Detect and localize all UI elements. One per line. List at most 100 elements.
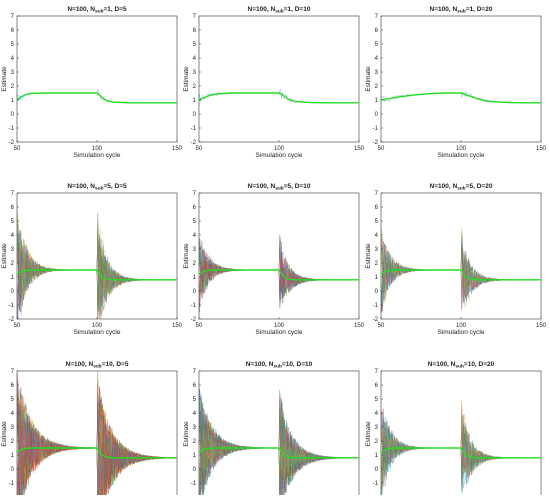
y-tick-label: -1: [191, 481, 197, 487]
panel-6: -2 -1 0 1 2 3 4 5 6 7 50 100 150 Simulation cycle Esti…: [365, 183, 547, 336]
y-axis-label: Estimate: [365, 243, 372, 269]
y-tick-label: 1: [375, 275, 379, 281]
sample-trace: [17, 89, 177, 104]
plot-area: [17, 89, 177, 104]
y-tick-label: 2: [193, 261, 197, 267]
x-tick-label: 150: [172, 323, 183, 329]
x-axis-label: Simulation cycle: [438, 152, 485, 159]
y-tick-label: -1: [9, 126, 15, 132]
x-tick-label: 50: [14, 323, 21, 329]
y-tick-label: 6: [375, 383, 379, 389]
x-axis-label: Simulation cycle: [438, 329, 485, 336]
sample-trace: [381, 428, 541, 477]
y-tick-label: 1: [11, 98, 15, 104]
x-tick-label: 50: [378, 146, 385, 152]
y-tick-label: 4: [193, 233, 197, 239]
x-tick-label: 150: [172, 146, 183, 152]
y-tick-label: 6: [11, 383, 15, 389]
panel-2: -2 -1 0 1 2 3 4 5 6 7 50 100 150 Simulation cycle Esti…: [183, 6, 365, 159]
y-tick-label: 1: [193, 98, 197, 104]
y-tick-label: 3: [193, 247, 197, 253]
panel-3: -2 -1 0 1 2 3 4 5 6 7 50 100 150 Simulation cycle Esti…: [365, 6, 547, 159]
panel-title: N=100, Nsub=1, D=10: [248, 6, 311, 15]
y-axis-label: Estimate: [183, 421, 190, 447]
x-axis-label: Simulation cycle: [256, 152, 303, 159]
mean-series-line: [199, 269, 359, 281]
y-tick-label: 0: [193, 289, 197, 295]
y-tick-label: 7: [375, 369, 379, 375]
y-tick-label: 6: [11, 28, 15, 34]
x-tick-label: 50: [378, 323, 385, 329]
x-tick-label: 100: [456, 323, 467, 329]
y-tick-label: 2: [375, 84, 379, 90]
y-tick-label: -1: [373, 303, 379, 309]
plot-frame: [16, 15, 178, 143]
y-tick-label: 5: [375, 397, 379, 403]
mean-series-line: [17, 447, 177, 459]
y-tick-label: 3: [375, 70, 379, 76]
y-tick-label: 1: [375, 453, 379, 459]
y-tick-label: -2: [9, 140, 15, 146]
x-tick-label: 50: [196, 323, 203, 329]
y-tick-label: 6: [193, 383, 197, 389]
y-tick-label: 1: [193, 453, 197, 459]
x-tick-label: 50: [196, 146, 203, 152]
y-axis-label: Estimate: [1, 66, 8, 92]
y-axis-label: Estimate: [183, 243, 190, 269]
y-tick-label: 3: [11, 425, 15, 431]
plot-area: [381, 400, 541, 497]
y-tick-label: 4: [193, 56, 197, 62]
mean-series-line: [199, 447, 359, 459]
x-axis-label: Simulation cycle: [74, 152, 121, 159]
plot-area: [17, 212, 177, 319]
x-axis-label: Simulation cycle: [74, 329, 121, 336]
y-tick-label: -1: [9, 303, 15, 309]
y-tick-label: -2: [191, 317, 197, 323]
y-tick-label: 2: [193, 84, 197, 90]
y-tick-label: 0: [193, 467, 197, 473]
y-tick-label: 1: [193, 275, 197, 281]
y-tick-label: 5: [193, 219, 197, 225]
y-tick-label: 4: [375, 411, 379, 417]
sample-trace: [17, 371, 177, 497]
y-tick-label: 3: [193, 70, 197, 76]
y-tick-label: 2: [11, 84, 15, 90]
y-tick-label: 0: [11, 289, 15, 295]
y-tick-label: 6: [193, 205, 197, 211]
y-tick-label: 0: [11, 112, 15, 118]
y-tick-label: 3: [375, 247, 379, 253]
y-tick-label: 0: [375, 112, 379, 118]
y-tick-label: 3: [11, 247, 15, 253]
plot-area: [199, 88, 359, 104]
y-tick-label: 1: [11, 453, 15, 459]
mean-series-line: [17, 269, 177, 281]
y-tick-label: 4: [375, 233, 379, 239]
y-tick-label: 2: [11, 261, 15, 267]
panel-title: N=100, Nsub=5, D=5: [67, 183, 127, 192]
y-tick-label: 6: [375, 205, 379, 211]
y-tick-label: 0: [193, 112, 197, 118]
panel-title: N=100, Nsub=5, D=20: [430, 183, 493, 192]
x-tick-label: 150: [354, 146, 365, 152]
y-tick-label: 3: [375, 425, 379, 431]
plot-frame: [16, 192, 178, 320]
y-tick-label: 7: [193, 14, 197, 20]
plot-area: [199, 234, 359, 313]
y-tick-label: 7: [11, 191, 15, 197]
y-tick-label: 7: [11, 369, 15, 375]
y-tick-label: 1: [11, 275, 15, 281]
y-tick-label: 7: [375, 191, 379, 197]
y-tick-label: 2: [11, 439, 15, 445]
y-tick-label: 5: [375, 219, 379, 225]
y-tick-label: -2: [191, 140, 197, 146]
y-tick-label: -2: [9, 317, 15, 323]
y-tick-label: -1: [191, 303, 197, 309]
plot-frame: [198, 15, 360, 143]
y-tick-label: 6: [193, 28, 197, 34]
y-tick-label: 5: [375, 42, 379, 48]
sample-trace: [381, 241, 541, 312]
panel-title: N=100, Nsub=5, D=10: [248, 183, 311, 192]
panel-title: N=100, Nsub=1, D=20: [430, 6, 493, 15]
